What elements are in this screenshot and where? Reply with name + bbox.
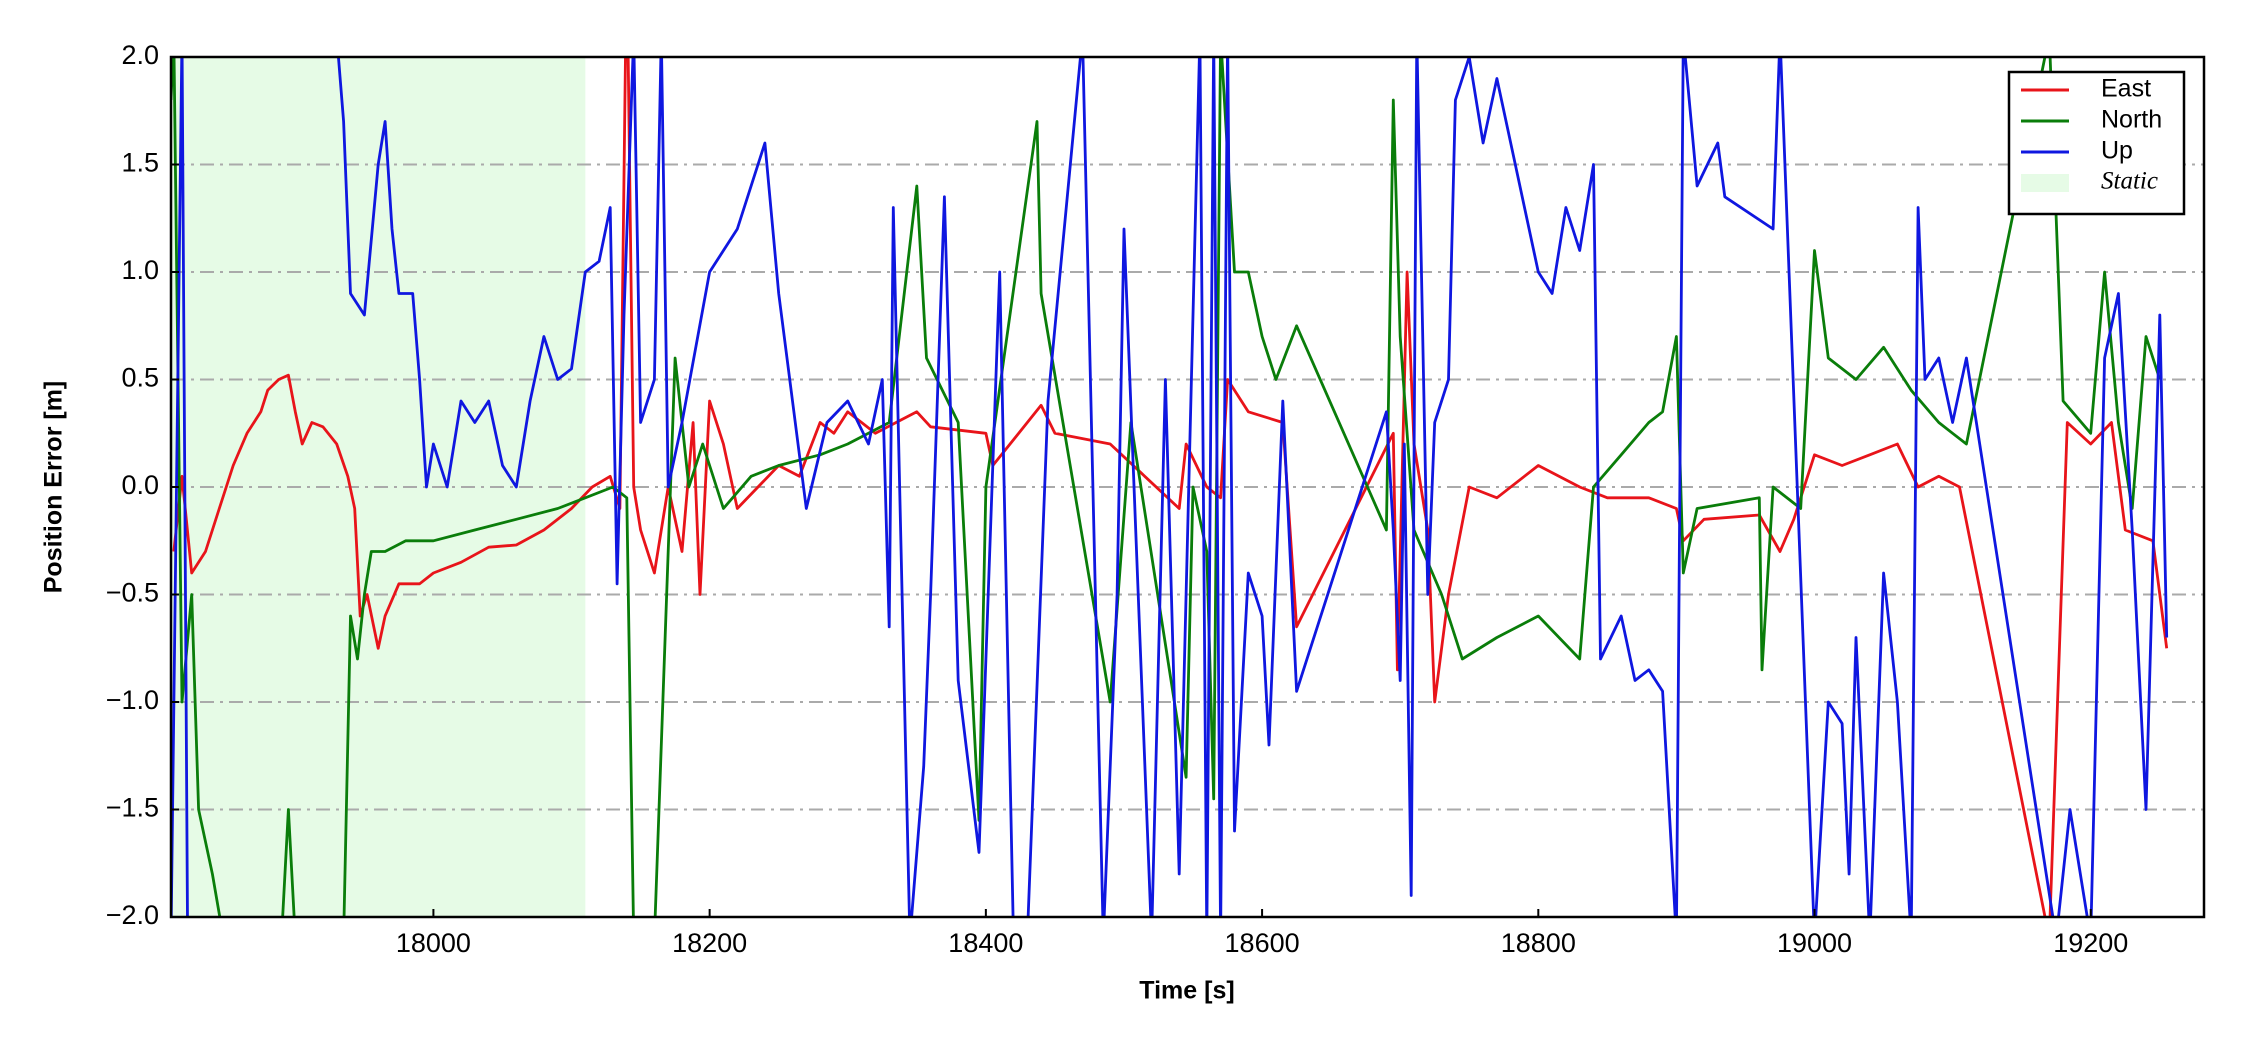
y-tick-label: −0.5 — [106, 578, 159, 608]
x-tick-label: 19200 — [2053, 928, 2128, 958]
x-tick-label: 18800 — [1501, 928, 1576, 958]
y-tick-label: −1.5 — [106, 793, 159, 823]
y-axis-label: Position Error [m] — [40, 381, 68, 594]
lines — [171, 57, 2169, 917]
y-tick-label: 0.5 — [121, 363, 159, 393]
x-tick-label: 18600 — [1225, 928, 1300, 958]
x-axis-label: Time [s] — [1139, 977, 1234, 1005]
ticks: −2.0 −1.5 −1.0 −0.5 0.0 0.5 1.0 1.5 2.0 18000 1820… — [106, 40, 2129, 958]
x-tick-label: 19000 — [1777, 928, 1852, 958]
legend: East North Up Static — [2007, 70, 2186, 216]
series-line — [172, 57, 2169, 917]
y-tick-label: 1.0 — [121, 255, 159, 285]
series-line — [171, 57, 2162, 917]
y-tick-label: −2.0 — [106, 900, 159, 930]
legend-swatch — [2021, 174, 2069, 192]
x-tick-label: 18400 — [948, 928, 1023, 958]
x-tick-label: 18000 — [396, 928, 471, 958]
y-tick-label: 0.0 — [121, 470, 159, 500]
y-tick-label: 1.5 — [121, 148, 159, 178]
x-tick-label: 18200 — [672, 928, 747, 958]
y-tick-label: 2.0 — [121, 40, 159, 70]
legend-label: Static — [2101, 168, 2158, 195]
y-tick-label: −1.0 — [106, 685, 159, 715]
legend-label: East — [2101, 75, 2151, 103]
series-line — [171, 57, 2169, 917]
legend-label: Up — [2101, 137, 2133, 165]
legend-label: North — [2101, 106, 2162, 134]
